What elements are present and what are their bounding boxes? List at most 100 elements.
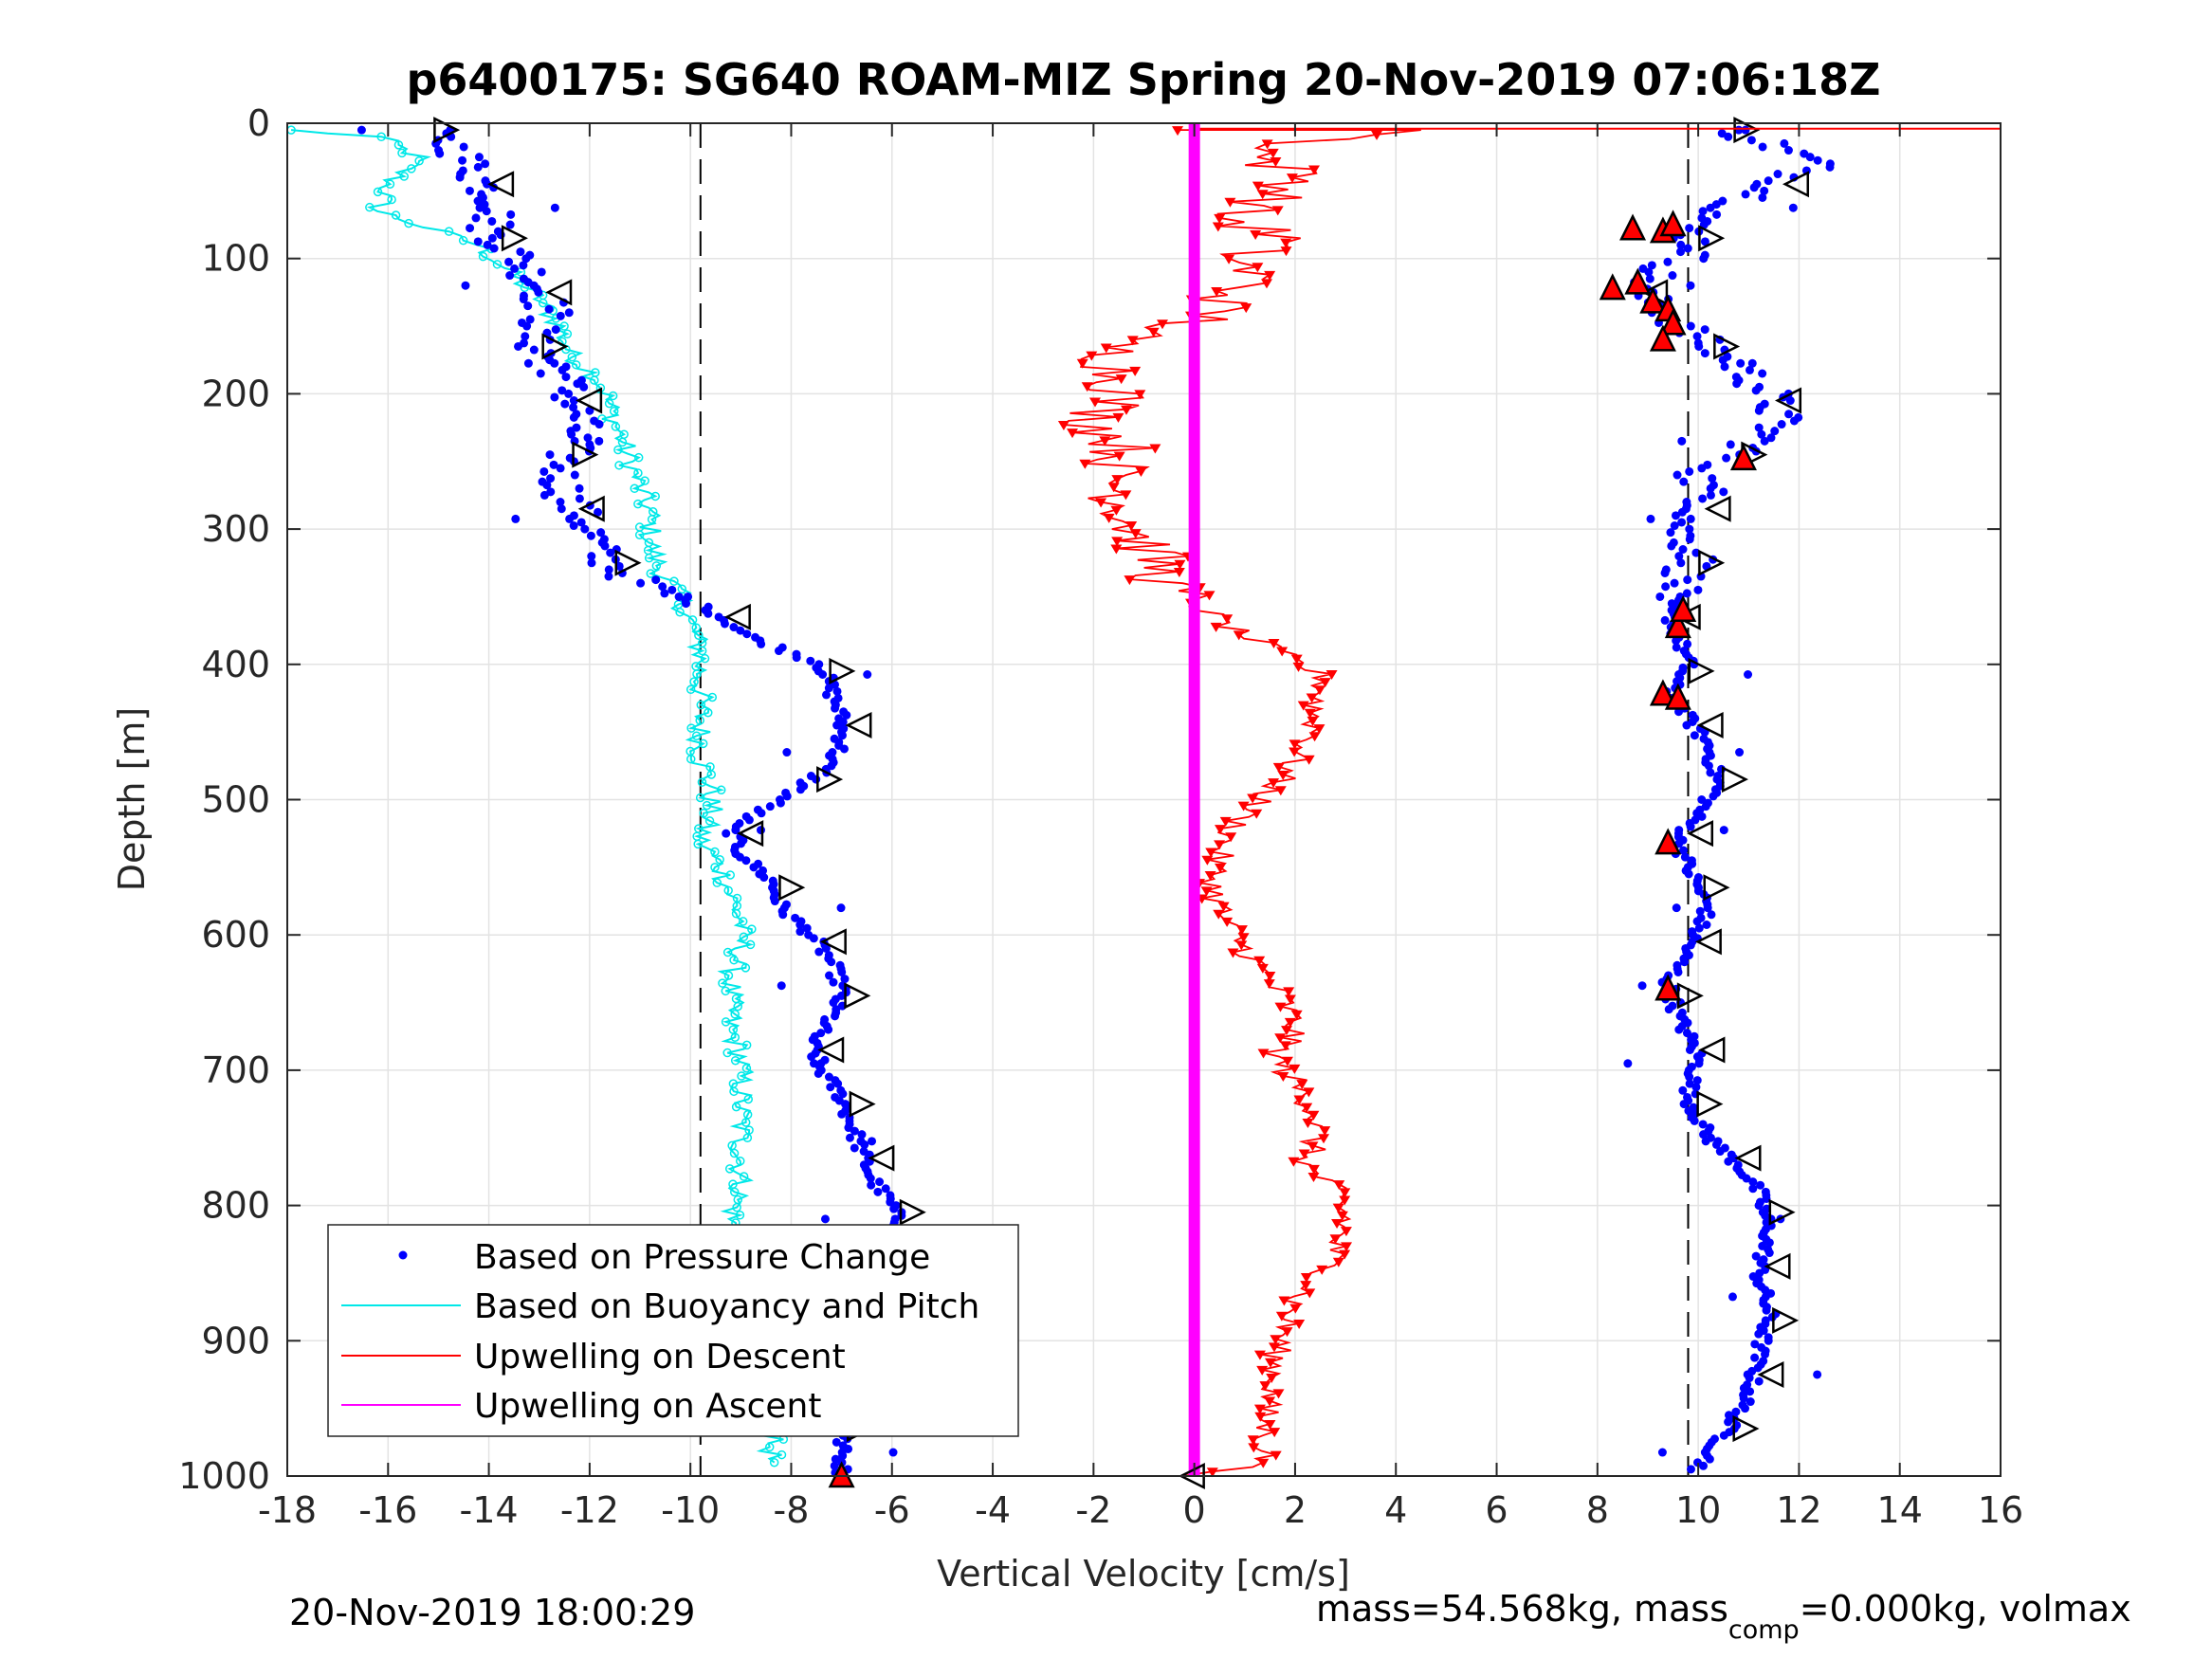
buoyancy-pitch-point [478,251,488,262]
buoyancy-pitch-point [640,476,649,485]
pressure-change-point [569,412,578,422]
pressure-change-point [1698,207,1708,216]
upwelling-descent-point [1272,1389,1285,1399]
upwelling-descent-point [1254,1412,1267,1422]
buoyancy-pitch-point [687,615,698,625]
pressure-change-point [822,690,832,700]
upwelling-descent-point [1221,614,1234,625]
pressure-change-point [1683,639,1692,648]
pressure-change-outlier [777,981,786,991]
pressure-change-point [1679,477,1689,486]
pressure-change-marker [737,820,764,848]
upwelling-descent-point [1264,1396,1276,1407]
pressure-change-point [1695,906,1705,916]
pressure-change-marker [1734,1144,1762,1172]
upwelling-descent-point [1205,848,1217,858]
upwelling-descent-point [1270,156,1282,167]
buoyancy-pitch-point [769,1457,779,1468]
pressure-change-outlier [461,281,470,290]
pressure-change-point [573,379,582,389]
upwelling-descent-point [1240,303,1252,314]
buoyancy-pitch-point [706,770,717,779]
pressure-change-marker [849,1090,876,1118]
pressure-change-point [838,1089,848,1099]
pressure-change-point [586,531,595,540]
upwelling-descent-point [1271,206,1284,216]
pressure-change-point [1709,792,1718,801]
pressure-change-point [594,420,604,429]
buoyancy-pitch-point [710,847,720,857]
y-tick-label: 100 [201,238,270,280]
pressure-change-marker [1768,1198,1796,1226]
pressure-change-point [1700,237,1709,246]
upwelling-descent-point [1088,397,1101,408]
pressure-change-point [459,142,468,152]
x-tick-label: 8 [1586,1489,1609,1531]
upwelling-descent-point [1306,693,1318,703]
pressure-change-point [1706,483,1715,493]
pressure-change-point [1667,541,1676,551]
pressure-change-point [636,578,646,588]
pressure-change-point [1673,967,1683,976]
upwelling-descent-point [1124,575,1136,586]
pressure-change-marker [1686,820,1714,848]
upwelling-descent-point [1252,181,1264,191]
pressure-change-point [1755,1268,1764,1278]
buoyancy-pitch-point [718,978,727,988]
buoyancy-pitch-point [458,235,468,246]
y-tick-label: 0 [247,102,270,144]
buoyancy-pitch-point [740,963,751,973]
upwelling-descent-point [1157,319,1169,330]
upwelling-descent-point [1281,1056,1293,1066]
pressure-change-point [837,1109,847,1119]
pressure-change-point [1685,524,1694,534]
pressure-change-point [1758,192,1767,202]
y-tick-label: 300 [201,508,270,550]
pressure-change-point [1704,761,1713,771]
upwelling-descent-point [1174,559,1186,570]
pressure-change-point [1686,822,1695,831]
upwelling-descent-point [1332,1257,1344,1267]
legend-upwelling-descent-label: Upwelling on Descent [474,1338,846,1376]
upwelling-descent-point [1304,708,1316,719]
pressure-change-point [1720,362,1729,372]
pressure-change-marker [1764,1252,1791,1280]
buoyancy-pitch-point [739,1172,749,1181]
pressure-change-point [830,1461,839,1470]
buoyancy-pitch-point [559,321,569,331]
y-axis-label: Depth [m] [111,707,153,892]
pressure-change-point [1660,568,1670,577]
upwelling-descent-point [1268,1342,1280,1353]
buoyancy-pitch-point [387,194,396,205]
pressure-change-outlier [1646,514,1655,523]
pressure-change-point [506,210,516,219]
pressure-change-point [736,626,745,635]
pressure-change-point [529,345,539,355]
pressure-change-point [546,474,556,483]
pressure-change-point [536,369,545,378]
pressure-change-point [792,653,801,663]
upwelling-descent-point [1269,1428,1281,1438]
flagged-point [1729,444,1757,471]
pressure-change-outlier [550,203,559,212]
pressure-change-point [1825,162,1835,172]
pressure-change-point [1773,170,1782,179]
x-tick-label: 0 [1183,1489,1206,1531]
pressure-change-outlier [820,1214,830,1224]
pressure-change-point [567,429,576,439]
pressure-change-point [1756,1180,1765,1190]
pressure-change-point [1701,1137,1710,1146]
buoyancy-pitch-point [698,738,708,749]
upwelling-descent-point [1086,351,1098,361]
pressure-change-point [1694,1059,1704,1068]
pressure-change-point [1766,433,1776,443]
flagged-point [1670,594,1697,622]
pressure-change-point [1764,1249,1774,1258]
buoyancy-pitch-point [729,1148,740,1158]
pressure-change-point [1685,1079,1694,1088]
buoyancy-pitch-point [735,1211,745,1220]
pressure-change-point [539,490,549,500]
pressure-change-marker [868,1144,895,1172]
pressure-change-point [1719,487,1728,497]
buoyancy-pitch-point [735,1156,745,1166]
